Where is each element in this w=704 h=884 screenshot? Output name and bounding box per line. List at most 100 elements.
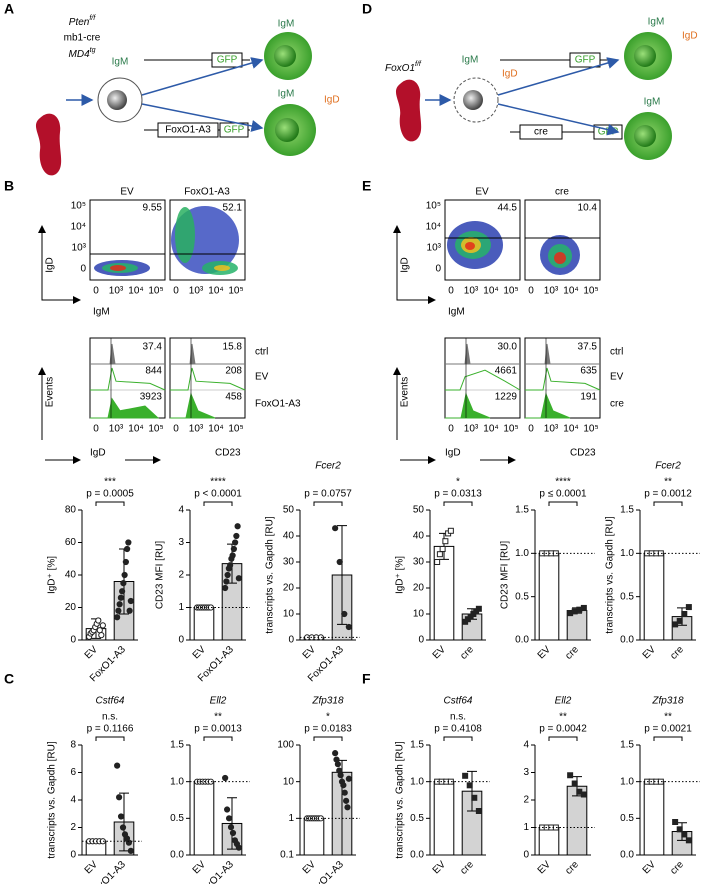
y-tick-label: 10³ [427,243,442,254]
x-tick-label: EV [641,859,658,876]
row-label: EV [255,372,269,383]
y-tick-label: 1.0 [620,776,634,787]
x-tick-label: 10³ [544,424,559,435]
density [465,242,475,250]
y-axis-label: transcripts vs. Gapdh [RU] [47,741,58,858]
construct-label: cre [534,127,548,138]
data-point [447,778,454,785]
chart-title: Cstf64 [96,696,125,707]
x-tick-label: 10³ [189,424,204,435]
significance-bracket [653,501,683,506]
x-tick-label: cre [563,644,581,662]
arrow [497,57,620,96]
sample-label: EV [120,187,134,198]
y-axis-label: IgD⁺ [%] [47,556,58,594]
x-tick-label: 10⁵ [228,286,243,297]
y-tick-label: 30 [413,557,425,568]
data-point [332,750,339,757]
data-point [657,550,664,557]
histogram [444,337,521,419]
data-point [580,604,587,611]
x-tick-label: 10³ [464,424,479,435]
y-tick-label: 0.5 [620,813,634,824]
significance: ** [214,712,222,723]
data-point [336,558,343,566]
x-tick-label: 0 [93,424,99,435]
x-tick-label: 10⁴ [483,424,498,435]
genotype: Ptenf/f [69,15,96,28]
significance: ** [559,712,567,723]
y-tick-label: 0.5 [410,813,424,824]
density [175,207,195,263]
significance-bracket [203,501,233,506]
y-tick-label: 0.5 [170,813,184,824]
significance: n.s. [102,712,118,723]
chart-title: Fcer2 [315,461,341,472]
arrow [497,103,620,136]
histogram-curve [525,367,601,391]
gene: MD4 [69,49,91,60]
data-point [466,782,473,789]
y-tick-label: 0.0 [515,635,529,646]
igd-label: IgD [324,95,340,106]
y-tick-label: 4 [70,795,76,806]
genotype: FoxO1f/f [385,61,422,74]
data-point [345,623,352,631]
y-tick-label: 10⁴ [426,222,441,233]
igd-label: IgD [682,31,698,42]
data-point [439,546,446,552]
chart-title: Fcer2 [655,461,681,472]
sample-label: EV [475,187,489,198]
sample-label: FoxO1-A3 [184,187,230,198]
significance-bracket [203,736,233,741]
y-axis-label: CD23 MFI [RU] [500,541,511,610]
hist-value: 844 [145,366,162,377]
gene: Pten [69,17,90,28]
row-label: ctrl [610,347,623,358]
significance: **** [555,477,571,488]
data-point [234,523,241,530]
y-tick-label: 3 [523,767,529,778]
data-point [227,562,234,569]
y-tick-label: 0 [418,635,424,646]
histogram-curve [90,367,166,391]
nucleus [275,118,299,142]
histogram-curve [90,343,165,365]
x-tick-label: 0 [173,286,179,297]
y-axis-label: transcripts vs. Gapdh [RU] [605,516,616,633]
gfp-label: GFP [217,55,238,66]
x-axis-label: CD23 [570,448,596,459]
y-tick-label: 8 [70,740,76,751]
data-point [225,815,233,822]
construct-label: FoxO1-A3 [165,125,211,136]
y-axis-label: IgD [45,257,56,273]
spleen-icon [35,113,62,176]
significance-bracket [653,736,683,741]
x-tick-label: 10³ [544,286,559,297]
x-axis-label: CD23 [215,448,241,459]
significance: **** [210,477,226,488]
y-tick-label: 0.5 [620,591,634,602]
data-point [233,532,240,540]
y-tick-label: 10 [283,609,295,620]
x-axis-label: IgD [90,448,106,459]
x-tick-label: 10⁴ [128,286,143,297]
gene-sup: f/f [415,61,422,68]
data-point [317,815,324,822]
y-tick-label: 1.5 [620,740,634,751]
y-axis-label: IgD⁺ [%] [395,556,406,594]
diagram-d: FoxO1f/f IgM IgD GFP cre GFP IgM IgD IgM [385,17,698,160]
panel-letters: A D B E C F [4,1,372,687]
data-point [685,604,692,611]
gene-sup: tg [90,47,96,54]
genotype: mb1-cre [64,33,101,44]
histogram-curve [170,392,216,419]
y-tick-label: 1.5 [410,740,424,751]
x-tick-label: 10⁴ [208,286,223,297]
histogram-curve [525,343,600,365]
data-point [235,575,242,582]
data-point [124,545,131,553]
y-axis-label: CD23 MFI [RU] [155,541,166,610]
data-point [344,804,351,811]
